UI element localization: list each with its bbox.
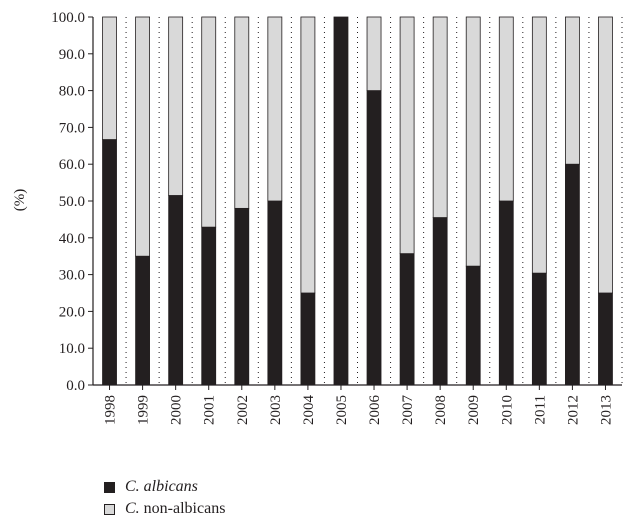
bar-albicans [565,163,580,386]
x-tick-label: 2011 [532,395,548,424]
x-tick-label: 2012 [565,395,581,425]
x-tick-label: 2013 [598,395,614,425]
x-tick-label: 2007 [400,395,416,426]
x-tick-label: 2003 [268,395,284,425]
bar-non-albicans [366,16,382,91]
bar-albicans [531,272,547,386]
legend-item-non-albicans: C. non-albicans [104,498,225,520]
bar-albicans [300,292,316,386]
bar-non-albicans [102,16,117,140]
legend-swatch-non-albicans [104,503,115,515]
bar-albicans [267,200,283,386]
x-tick-label: 1999 [136,395,152,425]
y-tick-label: 30.0 [59,268,85,284]
bar-non-albicans [598,16,613,294]
x-tick-label: 2000 [169,395,185,425]
y-tick-labels: 0.0 10.0 20.0 30.0 40.0 50.0 60.0 70.0 80.0 90.0 1… [51,10,85,394]
bar-non-albicans [201,16,217,228]
x-tick-label: 2004 [301,395,317,426]
x-tick-label: 2001 [202,395,218,425]
bar-albicans [135,255,150,386]
bar-albicans [168,195,184,386]
bar-non-albicans [432,16,448,218]
bars [102,16,613,386]
bar-albicans [598,292,613,386]
bar-non-albicans [498,16,514,202]
y-tick-label: 0.0 [66,378,85,394]
x-tick-label: 2009 [466,395,482,425]
stacked-bar-chart: (%) 0.0 10.0 20.0 30.0 40.0 50.0 60.0 70.0 80.0 9… [12,10,623,426]
bar-non-albicans [465,16,481,267]
legend: C. albicans C. non-albicans [104,476,225,520]
legend-swatch-albicans [104,481,115,493]
bar-albicans [399,253,415,386]
bar-albicans [465,265,481,386]
bar-non-albicans [168,16,184,196]
y-tick-label: 20.0 [59,304,85,320]
bar-albicans [366,90,382,386]
bar-albicans [333,16,349,386]
bar-albicans [102,139,117,386]
bar-non-albicans [531,16,547,274]
bar-non-albicans [234,16,250,209]
bar-non-albicans [399,16,415,255]
legend-label-albicans: C. albicans [125,478,198,495]
x-tick-label: 2008 [433,395,449,425]
x-tick-label: 2002 [235,395,251,425]
y-tick-label: 100.0 [51,10,85,26]
bar-non-albicans [135,16,150,257]
axes [88,16,622,390]
bar-non-albicans [300,16,316,294]
bar-albicans [498,200,514,386]
bar-albicans [432,217,448,386]
x-tick-label: 2005 [334,395,350,425]
y-tick-label: 40.0 [59,231,85,247]
y-tick-label: 80.0 [59,84,85,100]
y-tick-label: 60.0 [59,157,85,173]
y-tick-label: 70.0 [59,120,85,136]
x-tick-label: 2006 [367,395,383,426]
bar-albicans [234,207,250,386]
x-tick-label: 1998 [103,395,119,425]
y-tick-label: 50.0 [59,194,85,210]
x-tick-labels: 1998 1999 2000 2001 2002 2003 2004 2005 2006 2007… [103,395,615,426]
bar-non-albicans [565,16,580,165]
y-tick-label: 90.0 [59,47,85,63]
bar-albicans [201,226,217,386]
legend-item-albicans: C. albicans [104,476,225,498]
legend-label-non-albicans: C. non-albicans [125,500,226,517]
bar-non-albicans [267,16,283,202]
y-axis-label: (%) [12,189,28,212]
y-tick-label: 10.0 [59,341,85,357]
x-tick-label: 2010 [499,395,515,425]
